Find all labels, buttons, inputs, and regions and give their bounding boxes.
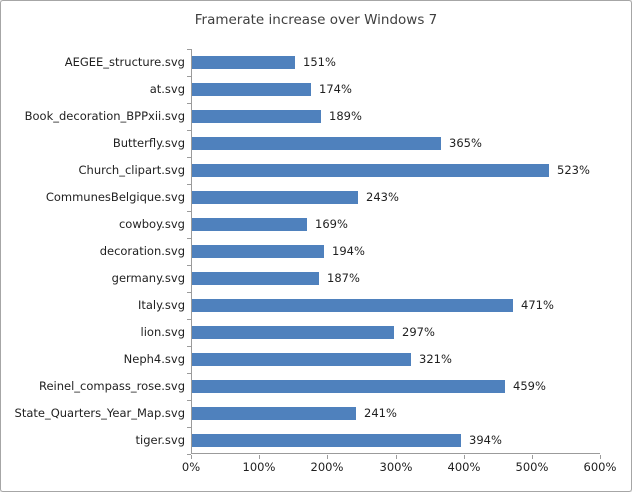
category-tick (187, 130, 191, 131)
bar (192, 164, 549, 177)
value-tick (259, 455, 260, 459)
category-tick (187, 238, 191, 239)
chart-title: Framerate increase over Windows 7 (194, 12, 438, 28)
bar (192, 56, 295, 69)
value-label: 194% (332, 244, 365, 258)
category-label: at.svg (149, 82, 185, 96)
bar (192, 299, 513, 312)
value-label: 459% (513, 379, 546, 393)
category-label: CommunesBelgique.svg (45, 190, 185, 204)
bar (192, 110, 321, 123)
category-tick (187, 265, 191, 266)
bar (192, 272, 319, 285)
value-label: 297% (402, 325, 435, 339)
category-tick (187, 292, 191, 293)
value-label: 523% (557, 163, 590, 177)
bar (192, 434, 461, 447)
bar (192, 218, 307, 231)
category-tick (187, 346, 191, 347)
category-tick (187, 49, 191, 50)
value-label: 241% (364, 406, 397, 420)
category-label: AEGEE_structure.svg (64, 55, 185, 69)
category-tick (187, 184, 191, 185)
category-label: decoration.svg (99, 244, 185, 258)
value-label: 151% (303, 55, 336, 69)
category-label: tiger.svg (135, 433, 185, 447)
bar (192, 191, 358, 204)
category-tick (187, 427, 191, 428)
value-label: 471% (521, 298, 554, 312)
value-label: 169% (315, 217, 348, 231)
category-label: cowboy.svg (118, 217, 185, 231)
value-tick (532, 455, 533, 459)
category-tick (187, 211, 191, 212)
category-label: State_Quarters_Year_Map.svg (14, 406, 185, 420)
value-label: 187% (327, 271, 360, 285)
value-tick-label: 600% (583, 460, 617, 474)
value-tick (600, 455, 601, 459)
bar (192, 407, 356, 420)
value-label: 394% (469, 433, 502, 447)
category-label: Italy.svg (137, 298, 185, 312)
bar (192, 380, 505, 393)
category-tick (187, 319, 191, 320)
category-tick (187, 103, 191, 104)
value-tick-label: 100% (242, 460, 276, 474)
bar (192, 137, 441, 150)
category-tick (187, 400, 191, 401)
value-tick-label: 400% (447, 460, 481, 474)
category-label: lion.svg (140, 325, 185, 339)
category-tick (187, 157, 191, 158)
category-label: Book_decoration_BPPxii.svg (24, 109, 185, 123)
category-tick (187, 76, 191, 77)
category-label: Butterfly.svg (112, 136, 185, 150)
value-label: 189% (329, 109, 362, 123)
category-label: Reinel_compass_rose.svg (38, 379, 185, 393)
value-label: 321% (419, 352, 452, 366)
value-tick-label: 300% (379, 460, 413, 474)
value-tick (191, 455, 192, 459)
value-label: 174% (319, 82, 352, 96)
value-tick-label: 0% (181, 460, 201, 474)
category-tick (187, 373, 191, 374)
bar (192, 83, 311, 96)
category-label: germany.svg (111, 271, 185, 285)
value-tick-label: 500% (515, 460, 549, 474)
category-label: Neph4.svg (123, 352, 185, 366)
category-tick (187, 454, 191, 455)
value-tick (464, 455, 465, 459)
value-tick-label: 200% (310, 460, 344, 474)
bar (192, 245, 324, 258)
bar (192, 326, 394, 339)
value-label: 365% (449, 136, 482, 150)
value-label: 243% (366, 190, 399, 204)
bar (192, 353, 411, 366)
category-label: Church_clipart.svg (78, 163, 186, 177)
plot-area: 151% 174% 189% 365% 523% 243% 169% 194% 187% 471%… (191, 49, 600, 454)
value-tick (396, 455, 397, 459)
value-tick (327, 455, 328, 459)
